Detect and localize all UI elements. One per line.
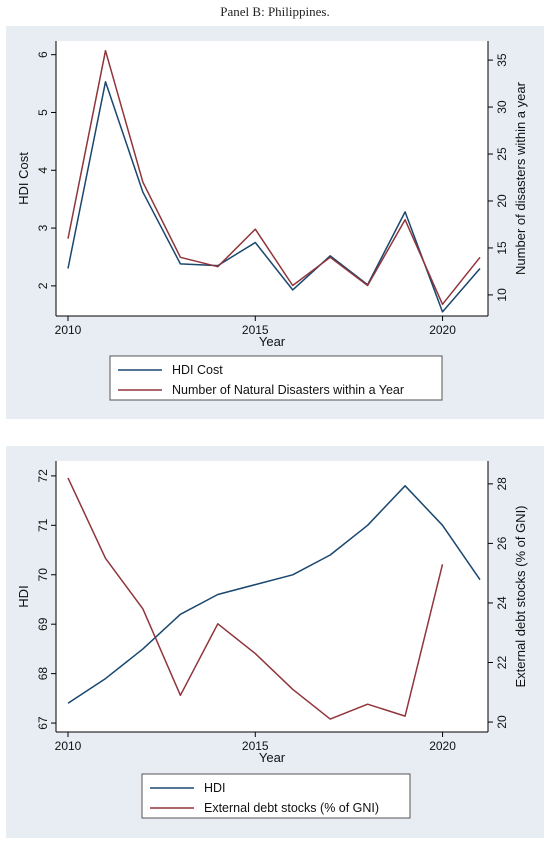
y-tick-label-left: 67	[36, 716, 50, 730]
y-tick-label-right: 28	[495, 477, 509, 491]
y-tick-label-right: 25	[495, 147, 509, 161]
legend-label-2: Number of Natural Disasters within a Yea…	[172, 383, 404, 397]
y-tick-label-left: 5	[36, 109, 50, 116]
y-tick-label-left: 71	[36, 518, 50, 532]
y-tick-label-right: 24	[495, 596, 509, 610]
chart-disasters-svg: 2 3 4 5 6 10 15 20 25 30 35 2010 2015 2020 Year HDI Cos…	[16, 41, 528, 401]
x-tick-label: 2010	[55, 323, 82, 337]
y-tick-label-left: 69	[36, 617, 50, 631]
x-tick-label: 2015	[242, 323, 269, 337]
chart-debt-svg: 67 68 69 70 71 72 20 22 24 26 28 2010 2015 2020 Year HD…	[16, 461, 528, 819]
y-tick-label-left: 72	[36, 469, 50, 483]
x-tick-label: 2010	[55, 739, 82, 753]
y-tick-label-right: 20	[495, 194, 509, 208]
plot-area	[56, 461, 488, 732]
y-tick-label-left: 6	[36, 51, 50, 58]
legend-box	[141, 773, 411, 819]
legend-label-1: HDI	[204, 781, 226, 795]
y-tick-label-right: 15	[495, 241, 509, 255]
y-axis-title-left: HDI	[16, 585, 31, 607]
y-axis-title-right: External debt stocks (% of GNI)	[513, 505, 528, 687]
y-tick-label-right: 30	[495, 100, 509, 114]
y-axis-title-right: Number of disasters within a year	[513, 81, 528, 275]
x-axis-title: Year	[259, 334, 286, 349]
y-tick-label-left: 3	[36, 224, 50, 231]
y-tick-label-right: 26	[495, 536, 509, 550]
y-tick-label-left: 70	[36, 568, 50, 582]
y-axis-title-left: HDI Cost	[16, 152, 31, 205]
y-tick-label-left: 68	[36, 667, 50, 681]
y-tick-label-right: 10	[495, 288, 509, 302]
y-tick-label-right: 20	[495, 715, 509, 729]
y-tick-label-left: 4	[36, 167, 50, 174]
chart-panel-debt: 67 68 69 70 71 72 20 22 24 26 28 2010 2015 2020 Year HD…	[6, 446, 544, 838]
series-line-2	[67, 49, 481, 306]
x-tick-label: 2020	[429, 323, 456, 337]
series-line-1	[67, 485, 481, 704]
x-axis-title: Year	[259, 750, 286, 765]
y-tick-label-right: 22	[495, 656, 509, 670]
legend-box	[109, 355, 443, 401]
y-tick-label-right: 35	[495, 53, 509, 67]
y-tick-label-left: 2	[36, 282, 50, 289]
legend-label-2: External debt stocks (% of GNI)	[204, 801, 379, 815]
x-tick-label: 2015	[242, 739, 269, 753]
chart-panel-disasters: 2 3 4 5 6 10 15 20 25 30 35 2010 2015 2020 Year HDI Cos…	[6, 26, 544, 419]
series-line-2	[67, 477, 444, 720]
x-tick-label: 2020	[429, 739, 456, 753]
figure-caption: Panel B: Philippines.	[220, 4, 330, 19]
legend-label-1: HDI Cost	[172, 363, 223, 377]
plot-area	[56, 41, 488, 316]
series-line-1	[67, 81, 481, 313]
